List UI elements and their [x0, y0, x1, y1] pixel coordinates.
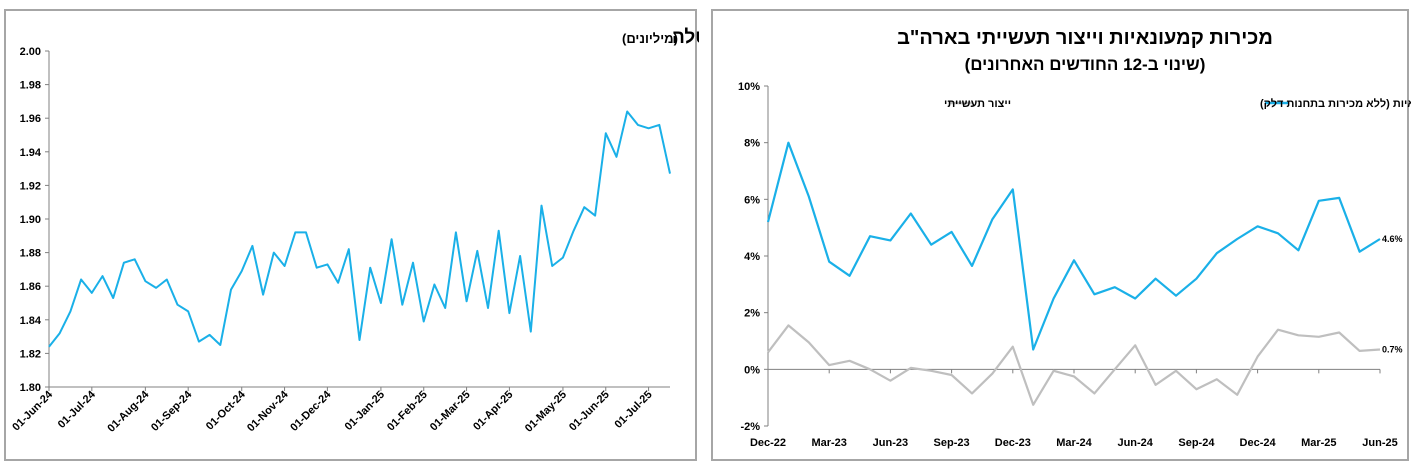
x-tick-label: 01-Jun-25 — [567, 389, 612, 434]
x-tick-label: 01-Dec-24 — [288, 388, 334, 434]
x-tick-label: Mar-24 — [1056, 437, 1092, 449]
legend: מכירות קמעונאיות (ללא מכירות בתחנות דלק)… — [944, 97, 1411, 110]
end-labels: 4.6% 0.7% — [1382, 234, 1403, 355]
y-axis-ticks: -2% 0% 2% 4% 6% 8% 10% — [738, 81, 768, 433]
y-tick-label: 1.98 — [20, 80, 41, 92]
y-tick-label: -2% — [740, 421, 760, 433]
y-tick-label: 10% — [738, 81, 760, 93]
x-axis-ticks: Dec-22 Mar-23 Jun-23 Sep-23 Dec-23 Mar-24 Jun-… — [750, 369, 1398, 449]
x-tick-label: 01-Aug-24 — [105, 388, 152, 435]
x-tick-label: Dec-23 — [995, 437, 1031, 449]
chart-title-main: ארה"ב: סך התביעות המצטברות לדמי אבטלה — [672, 27, 699, 48]
x-tick-label: 01-Jul-25 — [612, 389, 654, 431]
y-tick-label: 1.86 — [20, 281, 41, 293]
x-tick-label: 01-May-25 — [523, 389, 569, 435]
end-label-retail: 4.6% — [1382, 234, 1403, 244]
y-tick-label: 4% — [744, 251, 760, 263]
series-line-retail — [766, 141, 1381, 351]
x-tick-label: 01-Oct-24 — [204, 388, 249, 433]
series — [48, 110, 671, 348]
x-tick-label: 01-Nov-24 — [245, 388, 291, 434]
x-tick-label: 01-Jan-25 — [343, 389, 387, 433]
x-tick-label: Jun-25 — [1362, 437, 1397, 449]
end-label-industrial: 0.7% — [1382, 345, 1403, 355]
y-tick-label: 8% — [744, 138, 760, 150]
x-tick-label: 01-Feb-25 — [385, 389, 430, 434]
x-tick-label: Jun-24 — [1117, 437, 1153, 449]
series-line-claims — [48, 110, 671, 348]
y-tick-label: 1.92 — [20, 180, 41, 192]
x-tick-label: Mar-25 — [1301, 437, 1336, 449]
legend-label-industrial: ייצור תעשייתי — [944, 98, 1011, 110]
chart-subtitle: (שינוי ב-12 החודשים האחרונים) — [965, 55, 1206, 74]
x-tick-label: 01-Jul-24 — [56, 388, 99, 431]
y-axis-ticks: 1.80 1.82 1.84 1.86 1.88 1.90 1.92 1.94 1.96 1.98… — [20, 46, 49, 394]
series-line-industrial — [767, 324, 1381, 406]
x-tick-label: 01-Apr-25 — [471, 389, 515, 433]
x-tick-label: Jun-23 — [873, 437, 908, 449]
y-tick-label: 1.96 — [20, 113, 41, 125]
x-tick-label: Dec-24 — [1240, 437, 1277, 449]
chart-subtitle: (מיליונים) — [622, 31, 678, 46]
y-tick-label: 1.80 — [20, 382, 41, 394]
y-tick-label: 0% — [744, 364, 760, 376]
x-tick-label: Dec-22 — [750, 437, 786, 449]
retail-industrial-chart: מכירות קמעונאיות וייצור תעשייתי בארה"ב (… — [738, 27, 1411, 449]
chart-title: מכירות קמעונאיות וייצור תעשייתי בארה"ב — [897, 27, 1273, 49]
legend-label-retail: מכירות קמעונאיות (ללא מכירות בתחנות דלק) — [1260, 97, 1411, 110]
y-tick-label: 1.88 — [20, 248, 41, 260]
x-tick-label: Sep-23 — [934, 437, 970, 449]
y-tick-label: 6% — [744, 194, 760, 206]
y-tick-label: 2.00 — [20, 46, 41, 58]
x-tick-label: Sep-24 — [1178, 437, 1215, 449]
y-tick-label: 1.94 — [20, 147, 42, 159]
y-tick-label: 1.82 — [20, 348, 41, 360]
series — [766, 141, 1381, 406]
x-tick-label: 01-Mar-25 — [428, 389, 473, 434]
chart-title: ארה"ב: סך התביעות המצטברות לדמי אבטלה(מי… — [622, 27, 699, 48]
y-tick-label: 1.90 — [20, 214, 41, 226]
chart-panel-unemployment-claims: ארה"ב: סך התביעות המצטברות לדמי אבטלה(מי… — [4, 9, 699, 461]
y-tick-label: 2% — [744, 308, 760, 320]
x-tick-label: 01-Jun-24 — [10, 388, 55, 433]
unemployment-claims-chart: ארה"ב: סך התביעות המצטברות לדמי אבטלה(מי… — [10, 27, 699, 435]
x-tick-label: Mar-23 — [811, 437, 846, 449]
x-tick-label: 01-Sep-24 — [149, 388, 195, 434]
chart-panel-retail-industrial: מכירות קמעונאיות וייצור תעשייתי בארה"ב (… — [711, 9, 1411, 461]
y-tick-label: 1.84 — [20, 315, 42, 327]
